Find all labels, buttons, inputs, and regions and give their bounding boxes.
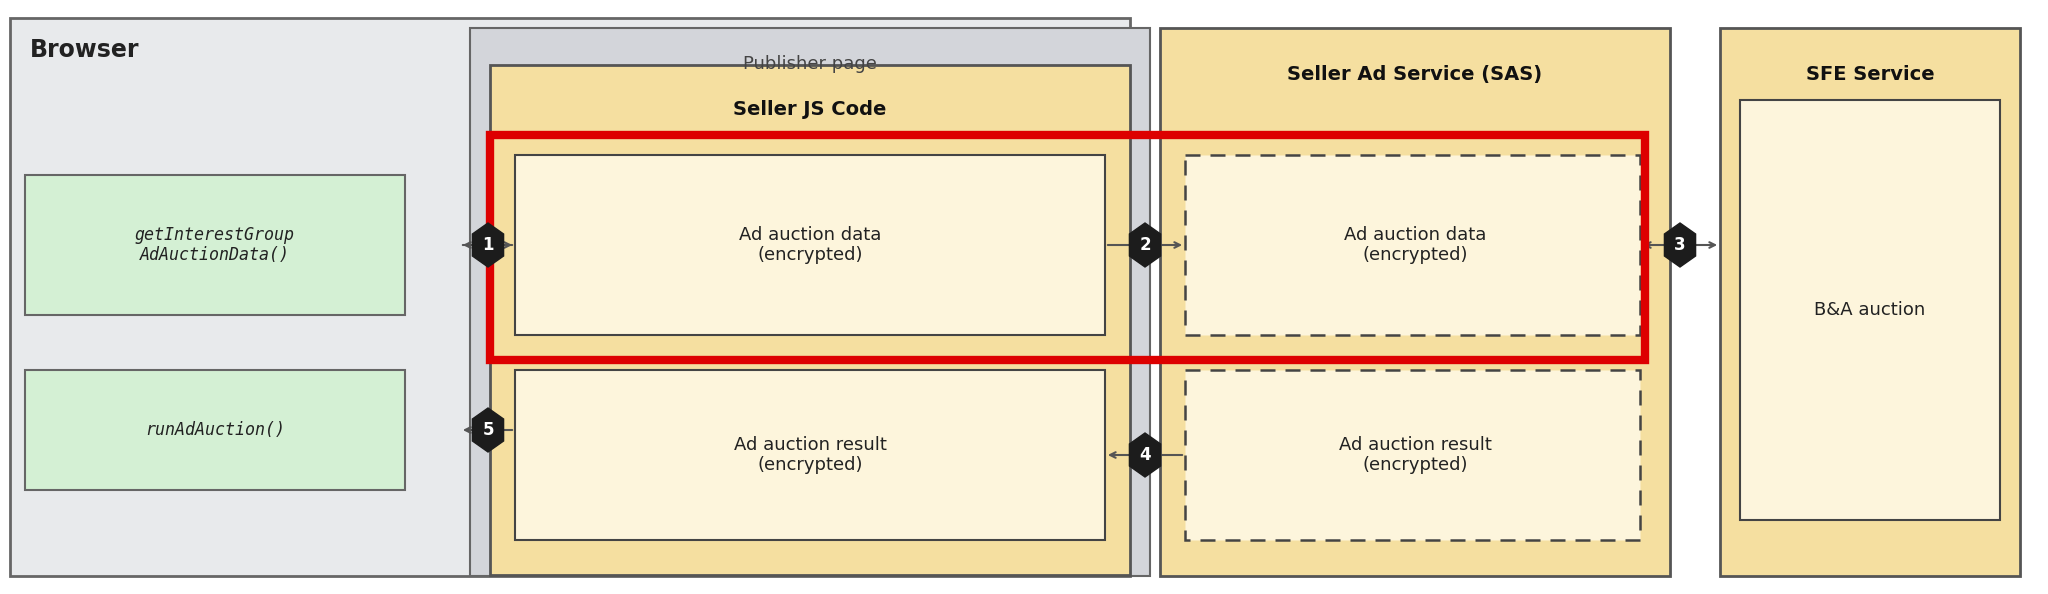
Bar — [10, 18, 1130, 576]
Polygon shape — [473, 408, 504, 452]
Text: 1: 1 — [481, 236, 494, 254]
Text: Ad auction data
(encrypted): Ad auction data (encrypted) — [739, 226, 881, 264]
Text: B&A auction: B&A auction — [1815, 301, 1925, 319]
Bar — [1186, 155, 1640, 335]
Bar — [1741, 100, 2001, 520]
Text: Ad auction data
(encrypted): Ad auction data (encrypted) — [1343, 226, 1487, 264]
Text: Seller Ad Service (SAS): Seller Ad Service (SAS) — [1288, 65, 1542, 84]
Text: Ad auction result
(encrypted): Ad auction result (encrypted) — [733, 435, 887, 475]
Bar — [469, 28, 1151, 576]
Text: 5: 5 — [481, 421, 494, 439]
Text: Publisher page: Publisher page — [743, 55, 877, 73]
Bar — [1159, 28, 1669, 576]
Bar — [514, 155, 1106, 335]
Text: runAdAuction(): runAdAuction() — [145, 421, 285, 439]
Polygon shape — [1665, 223, 1696, 267]
Bar — [514, 370, 1106, 540]
Text: 3: 3 — [1673, 236, 1686, 254]
Text: Ad auction result
(encrypted): Ad auction result (encrypted) — [1339, 435, 1491, 475]
Bar — [1720, 28, 2019, 576]
Text: Browser: Browser — [31, 38, 139, 62]
Polygon shape — [473, 223, 504, 267]
Bar — [25, 370, 406, 490]
Bar — [1186, 370, 1640, 540]
Text: 4: 4 — [1139, 446, 1151, 464]
Polygon shape — [1128, 433, 1161, 477]
Text: 2: 2 — [1139, 236, 1151, 254]
Text: getInterestGroup
AdAuctionData(): getInterestGroup AdAuctionData() — [135, 226, 295, 264]
Bar — [489, 65, 1130, 575]
Bar — [489, 135, 1645, 360]
Bar — [25, 175, 406, 315]
Text: Seller JS Code: Seller JS Code — [733, 100, 887, 119]
Polygon shape — [1128, 223, 1161, 267]
Text: SFE Service: SFE Service — [1806, 65, 1933, 84]
